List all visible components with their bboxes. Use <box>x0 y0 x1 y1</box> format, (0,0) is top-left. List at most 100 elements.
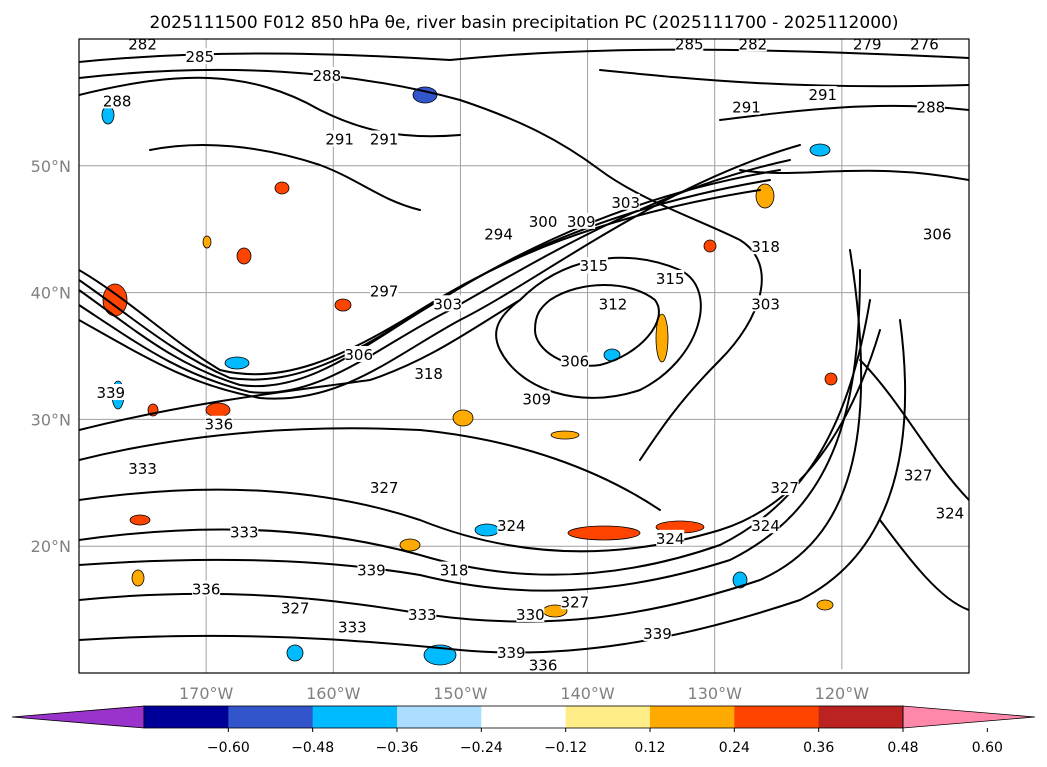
contour-label-bg <box>128 460 157 477</box>
contour-label-bg <box>103 92 132 109</box>
contour-label-bg <box>751 238 780 255</box>
contour-label: 339 <box>96 384 125 402</box>
contour-label-bg <box>433 295 462 312</box>
contour-label-bg <box>338 618 367 635</box>
colorbar-segment <box>481 706 567 728</box>
longitude-ticks: 170°W 160°W 150°W 140°W 130°W 120°W <box>179 684 869 703</box>
contour-label: 327 <box>770 479 799 497</box>
contour-label-bg <box>128 39 157 52</box>
contour-label-bg <box>935 504 964 521</box>
contour-label: 336 <box>205 416 234 434</box>
contour-label-bg <box>497 643 526 660</box>
latitude-ticks: 50°N 40°N 30°N 20°N <box>31 157 71 556</box>
colorbar-tick-label: −0.24 <box>460 740 503 756</box>
contour-label-bg <box>643 624 672 641</box>
contour-label: 327 <box>370 479 399 497</box>
colorbar: −0.60 −0.48 −0.36 −0.24 −0.12 0.12 0.24 0.36 0.4… <box>11 705 1036 756</box>
contour-label: 315 <box>656 270 685 288</box>
contour-label: 297 <box>370 283 399 301</box>
lon-tick-label: 170°W <box>179 684 234 703</box>
contour-label: 318 <box>440 562 469 580</box>
contour-label-bg <box>853 39 882 52</box>
colorbar-segment <box>312 706 398 728</box>
contour-label-bg <box>656 269 685 286</box>
contour-label-bg <box>808 86 837 103</box>
contour-label: 285 <box>185 48 214 66</box>
contour-label: 285 <box>675 35 704 53</box>
contour-label: 306 <box>344 346 373 364</box>
colorbar-tick-label: −0.60 <box>207 740 250 756</box>
contour-label-bg <box>370 282 399 299</box>
colorbar-segment <box>397 706 482 728</box>
contour-label-bg <box>923 225 952 242</box>
contour-label-bg <box>529 212 558 229</box>
map-frame <box>78 38 970 674</box>
contour-label: 300 <box>529 213 558 231</box>
contour-label-bg <box>344 346 373 362</box>
contour-label: 288 <box>313 67 342 85</box>
contour-label-bg <box>560 352 589 369</box>
contour-label-bg <box>732 98 761 115</box>
precip-anomaly-blobs <box>101 86 838 666</box>
chart-title: 2025111500 F012 850 hPa θe, river basin … <box>150 13 899 33</box>
contour-label-bg <box>516 605 545 622</box>
contour-label-bg <box>414 365 443 382</box>
contour-label: 318 <box>751 238 780 256</box>
contour-label: 324 <box>656 530 685 548</box>
lon-tick-label: 130°W <box>688 684 743 703</box>
contour-label: 318 <box>414 365 443 383</box>
contour-label: 309 <box>522 390 551 408</box>
contour-label-bg <box>370 130 399 147</box>
colorbar-segment <box>228 706 314 728</box>
contour-label-bg <box>560 593 589 610</box>
contour-label: 333 <box>408 606 437 624</box>
contour-label-bg <box>96 384 125 401</box>
contour-label-bg <box>185 48 214 65</box>
contour-label: 339 <box>497 644 526 662</box>
contour-label-bg <box>484 225 513 242</box>
contour-label: 288 <box>917 99 946 117</box>
contour-label: 336 <box>834 669 863 687</box>
contour-label: 291 <box>732 99 761 117</box>
contour-label: 336 <box>529 657 558 675</box>
contour-label: 279 <box>853 35 882 53</box>
contour-label: 306 <box>923 226 952 244</box>
contour-label: 327 <box>561 593 590 611</box>
contour-label-bg <box>312 67 341 84</box>
contour-label: 291 <box>325 130 354 148</box>
contour-label: 294 <box>484 226 513 244</box>
contour-label: 276 <box>910 35 939 53</box>
lon-tick-label: 150°W <box>433 684 488 703</box>
contour-label: 333 <box>230 524 259 542</box>
contour-label-bg <box>910 39 939 52</box>
contour-label: 303 <box>611 194 640 212</box>
colorbar-segment <box>734 706 820 728</box>
colorbar-segment <box>650 706 735 728</box>
colorbar-segment <box>144 706 229 728</box>
colorbar-tick-label: 0.48 <box>887 740 918 756</box>
contour-label-bg <box>204 415 233 432</box>
contour-label: 324 <box>751 517 780 535</box>
contour-label-bg <box>770 479 799 496</box>
contour-label: 303 <box>751 295 780 313</box>
colorbar-extend-low <box>11 705 145 729</box>
contour-label-bg <box>656 529 685 546</box>
contour-label: 333 <box>128 460 157 478</box>
lat-tick-label: 50°N <box>31 157 71 176</box>
colorbar-tick-label: −0.48 <box>291 740 334 756</box>
contour-label-bg <box>834 669 863 673</box>
contour-label: 339 <box>357 562 386 580</box>
contour-label: 324 <box>497 517 526 535</box>
contour-label: 336 <box>192 581 221 599</box>
contour-label: 315 <box>580 257 609 275</box>
contour-label: 330 <box>516 606 545 624</box>
colorbar-tick-label: 0.12 <box>634 740 665 756</box>
contour-label-bg <box>192 580 221 597</box>
colorbar-segment <box>818 706 904 728</box>
contour-label: 312 <box>599 295 628 313</box>
contour-label-bg <box>751 295 780 312</box>
contour-label: 288 <box>103 92 132 110</box>
contour-label-bg <box>357 561 386 578</box>
colorbar-outline <box>143 705 904 729</box>
